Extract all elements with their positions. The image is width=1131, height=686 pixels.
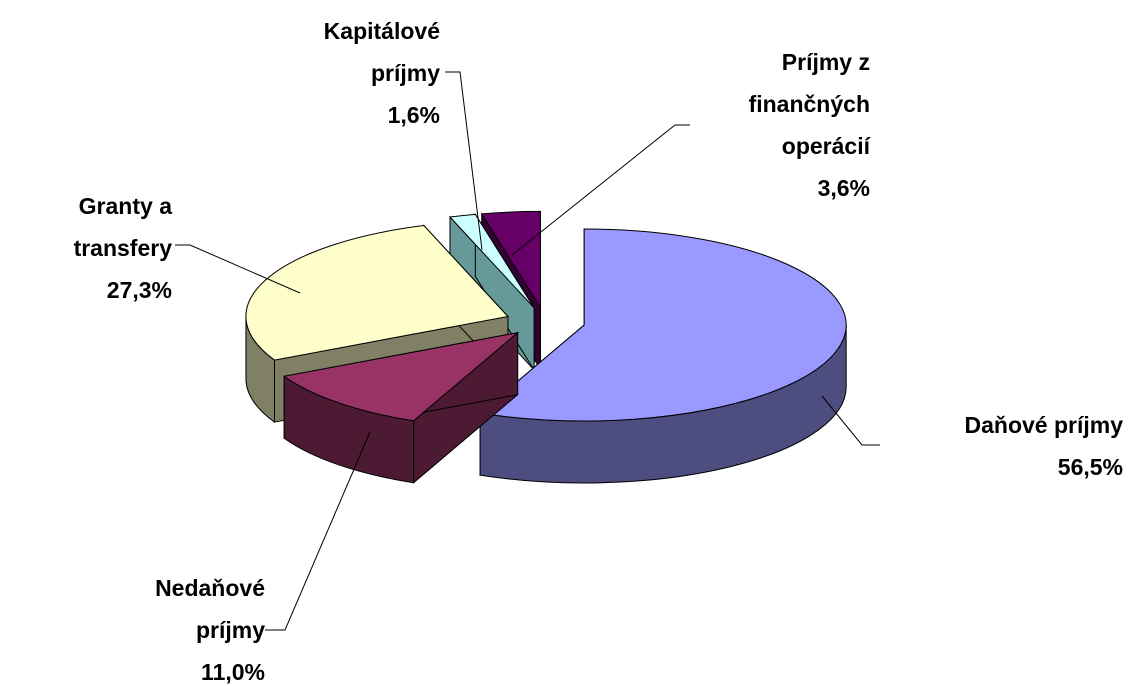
slice (478, 228, 847, 422)
slice-label: Nedaňové príjmy 11,0% (95, 567, 265, 686)
leader-line (265, 431, 371, 631)
value-label: 27,3% (106, 277, 172, 303)
slice-label: Granty a transfery 27,3% (2, 185, 172, 311)
value-label: 3,6% (817, 175, 870, 201)
slice (282, 331, 520, 422)
leader-line (511, 124, 690, 256)
category-label: Príjmy z finančných operácií (748, 49, 870, 159)
value-label: 56,5% (1057, 454, 1123, 480)
slice (480, 210, 541, 310)
category-label: Nedaňové príjmy (155, 575, 265, 643)
category-label: Kapitálové príjmy (323, 18, 440, 86)
leader-line (175, 244, 301, 294)
slice (448, 213, 535, 309)
slice-label: Kapitálové príjmy 1,6% (270, 10, 440, 136)
slice (245, 225, 509, 361)
value-label: 1,6% (387, 102, 440, 128)
category-label: Daňové príjmy (964, 412, 1124, 438)
slice-label: Príjmy z finančných operácií 3,6% (725, 41, 870, 209)
slice-label: Daňové príjmy 56,5% (880, 404, 1124, 488)
value-label: 11,0% (201, 659, 265, 685)
category-label: Granty a transfery (73, 193, 172, 261)
leader-line (821, 395, 880, 446)
leader-line (445, 71, 483, 251)
